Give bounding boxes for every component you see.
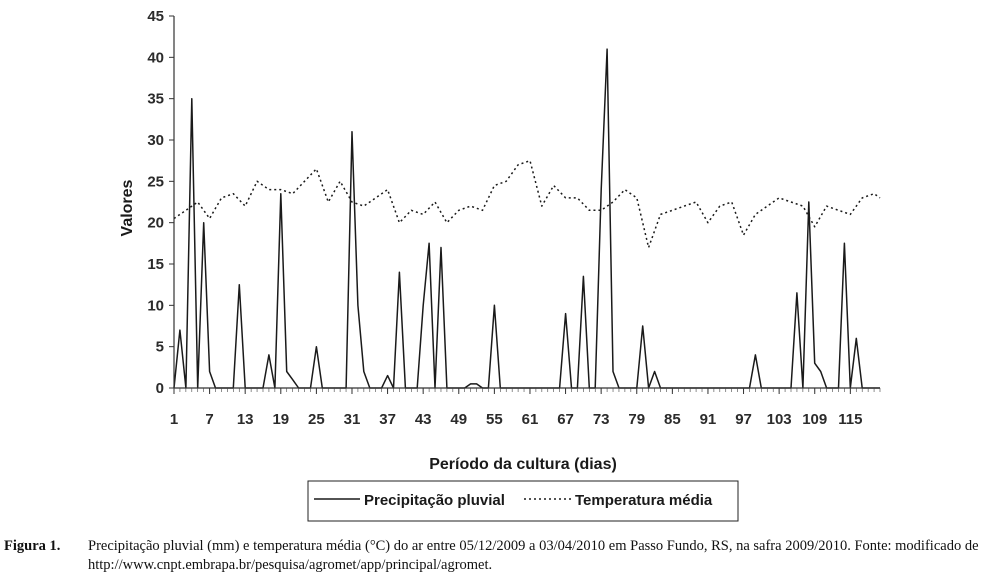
y-tick-label: 20: [147, 215, 164, 232]
x-tick-label: 85: [664, 411, 681, 428]
x-axis-label: Período da cultura (dias): [429, 456, 617, 473]
x-tick-label: 13: [237, 411, 254, 428]
y-tick-label: 15: [147, 256, 164, 273]
x-tick-label: 79: [628, 411, 645, 428]
y-tick-label: 0: [156, 380, 164, 397]
y-axis-label: Valores: [119, 179, 136, 236]
x-tick-label: 43: [415, 411, 432, 428]
x-tick-label: 7: [205, 411, 213, 428]
x-tick-label: 19: [272, 411, 289, 428]
legend-label-temperature: Temperatura média: [575, 492, 713, 509]
x-tick-label: 109: [802, 411, 827, 428]
x-tick-label: 91: [700, 411, 717, 428]
y-tick-label: 25: [147, 173, 164, 190]
caption-label: Figura 1.: [4, 538, 61, 554]
y-tick-label: 5: [156, 339, 164, 356]
y-tick-label: 30: [147, 132, 164, 149]
x-tick-label: 37: [379, 411, 396, 428]
x-tick-label: 73: [593, 411, 610, 428]
y-tick-label: 10: [147, 297, 164, 314]
x-tick-label: 97: [735, 411, 752, 428]
chart-svg: 0 5 10 15 20 25 30 35 40 45 1 7 13 19 25 31 37 43 49 55 61 67…: [119, 8, 881, 522]
legend-box: [307, 480, 739, 522]
caption-text: Precipitação pluvial (mm) e temperatura …: [88, 538, 979, 573]
x-tick-label: 61: [522, 411, 539, 428]
x-tick-label: 31: [344, 411, 361, 428]
y-tick-label: 40: [147, 49, 164, 66]
series-line-precipitation: [173, 48, 880, 389]
x-tick-label: 49: [450, 411, 467, 428]
y-tick-label: 45: [147, 8, 164, 25]
legend: Precipitação pluvial Temperatura média: [307, 480, 739, 522]
y-tick-label: 35: [147, 91, 164, 108]
x-tick-label: 1: [170, 411, 178, 428]
x-tick-label: 67: [557, 411, 574, 428]
x-tick-label: 25: [308, 411, 325, 428]
figure-caption: Figura 1. Precipitação pluvial (mm) e tem…: [4, 537, 992, 575]
x-tick-label: 55: [486, 411, 503, 428]
x-tick-label: 115: [838, 411, 862, 428]
legend-label-precipitation: Precipitação pluvial: [364, 492, 505, 509]
x-tick-label: 103: [767, 411, 792, 428]
